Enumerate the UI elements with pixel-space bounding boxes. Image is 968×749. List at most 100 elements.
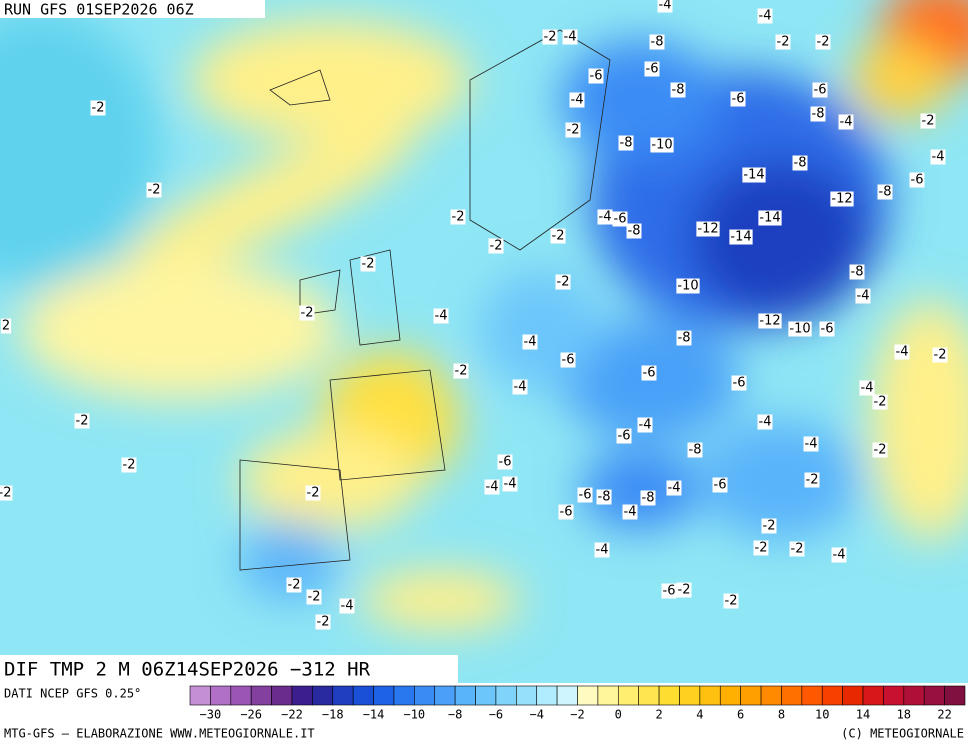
color-swatch [536,685,558,706]
map-title: DIF TMP 2 M 06Z14SEP2026 −312 HR [4,659,371,681]
contour-label: -6 [590,69,603,84]
colorbar-label: 14 [856,708,870,722]
contour-label: -4 [514,380,527,395]
contour-labels: -4-4-2 -4 -8 -2 -2-6 -6-8-6-6-2-4-8-4 -2-2-8 -1… [0,0,948,630]
label-box [594,542,610,558]
label-box [612,211,628,227]
label-box [286,577,302,593]
contour-label: -8 [598,490,611,505]
contour-label: -8 [651,35,664,50]
temperature-field [0,0,968,683]
color-swatch [597,685,619,706]
contour-label: -10 [677,279,698,294]
color-swatch [312,685,334,706]
label-box [894,344,910,360]
contour-label: -2 [678,583,691,598]
label-box [849,264,865,280]
run-label: RUN GFS 01SEP2026 06Z [4,1,194,19]
coastline [239,29,611,571]
color-swatch [883,685,905,706]
contour-label: -4 [759,9,772,24]
contour-label: -6 [579,488,592,503]
contour-label: -8 [628,224,641,239]
label-box [560,352,576,368]
contour-label: -4 [341,599,354,614]
label-box [550,228,566,244]
label-box [616,428,632,444]
contour-label: -2 [92,101,105,116]
label-box [74,413,90,429]
contour-label: -4 [435,309,448,324]
label-box [757,8,773,24]
color-swatch [332,685,354,706]
contour-label: -4 [504,477,517,492]
contour-label: -10 [651,138,672,153]
label-box [838,114,854,130]
colorbar-label: 0 [615,708,622,722]
contour-label: -4 [659,0,672,13]
label-box [810,106,826,122]
contour-label: -4 [639,418,652,433]
label-box [453,363,469,379]
label-box [788,321,812,337]
label-box [872,394,888,410]
contour-label: -4 [840,115,853,130]
contour-label: -2 [552,229,565,244]
color-swatch [638,685,660,706]
contour-label: -8 [689,443,702,458]
colorbar-label: −22 [281,708,303,722]
label-box [555,274,571,290]
contour-label: -2 [317,615,330,630]
label-box [433,308,449,324]
color-swatch [414,685,436,706]
contour-label: -6 [614,212,627,227]
contour-label: -6 [714,478,727,493]
contour-label: -2 [490,239,503,254]
color-swatch [210,685,232,706]
color-swatch [842,685,864,706]
colorbar-label: 18 [897,708,911,722]
label-box [666,480,682,496]
color-swatch [781,685,803,706]
contour-label: -8 [672,83,685,98]
label-box [146,182,162,198]
label-box [0,318,12,334]
label-box [920,113,936,129]
label-box [299,305,315,321]
color-swatch [719,685,741,706]
label-box [676,330,692,346]
label-box [622,504,638,520]
contour-label: -2 [455,364,468,379]
color-swatch [373,685,395,706]
contour-label: -4 [857,289,870,304]
label-box [729,229,753,245]
label-box [932,347,948,363]
label-box [831,547,847,563]
color-swatch [658,685,680,706]
label-box [730,91,746,107]
label-box [522,334,538,350]
label-box [305,485,321,501]
label-box [830,191,854,207]
colorbar-label: 10 [815,708,829,722]
contour-label: -4 [596,543,609,558]
label-box [676,278,700,294]
colorbar-label: 2 [655,708,662,722]
color-swatch [577,685,599,706]
color-swatch [944,685,966,706]
color-swatch [903,685,925,706]
contour-label: -2 [544,30,557,45]
title-box [0,655,458,683]
contour-label: -2 [452,210,465,225]
label-box [661,583,677,599]
color-swatch [352,685,374,706]
label-box [812,82,828,98]
color-swatch [862,685,884,706]
color-swatch [556,685,578,706]
colorbar-label: −6 [489,708,503,722]
contour-label: -2 [123,458,136,473]
contour-label: -6 [733,376,746,391]
label-box [577,487,593,503]
color-swatch [516,685,538,706]
